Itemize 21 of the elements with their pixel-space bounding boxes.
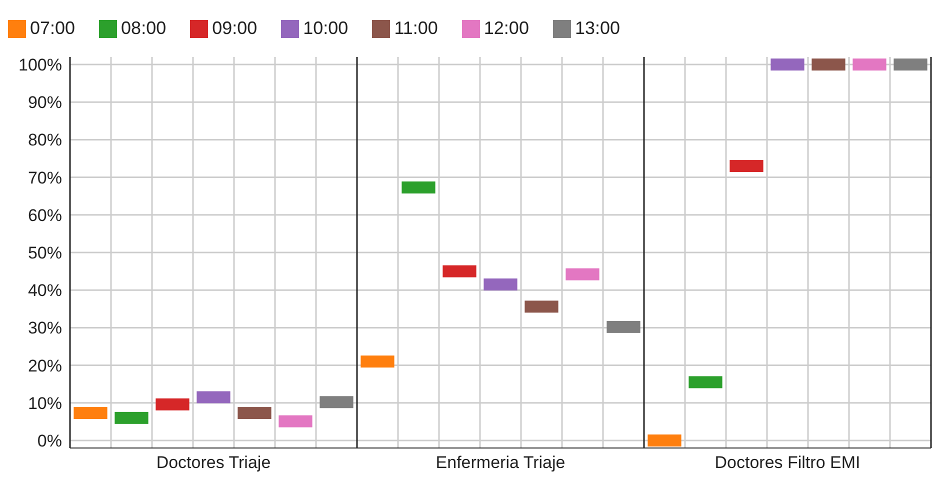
legend-label: 11:00 [394,18,438,38]
legend-label: 07:00 [30,18,76,38]
y-tick-label: 40% [28,281,62,300]
legend-label: 10:00 [303,18,348,38]
y-tick-label: 60% [28,206,62,225]
y-tick-label: 70% [28,168,62,188]
x-tick-label: Doctores Filtro EMI [714,453,860,472]
y-tick-label: 10% [28,394,62,413]
legend-label: 08:00 [121,18,166,38]
y-tick-label: 0% [37,432,62,451]
y-tick-label: 20% [28,356,62,376]
x-tick-label: Enfermeria Triaje [436,453,566,472]
y-tick-label: 90% [28,93,62,112]
y-tick-label: 30% [28,318,62,338]
y-tick-label: 100% [18,56,62,75]
y-tick-label: 80% [28,130,62,150]
legend-label: 12:00 [484,18,529,38]
y-tick-label: 50% [28,244,62,263]
legend-label: 13:00 [574,18,620,38]
legend-label: 09:00 [212,18,258,38]
x-tick-label: Doctores Triaje [156,453,271,472]
